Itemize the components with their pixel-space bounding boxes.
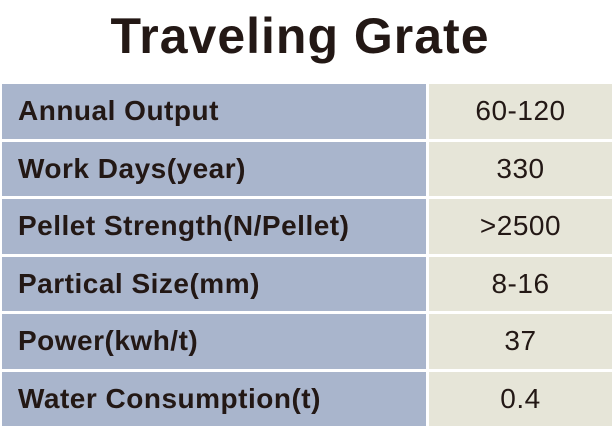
row-label-annual-output: Annual Output <box>2 84 426 139</box>
row-value-water-consumption: 0.4 <box>429 371 612 426</box>
row-value-annual-output: 60-120 <box>429 84 612 139</box>
page-title: Traveling Grate <box>110 8 490 64</box>
spec-table: Annual Output 60-120 Work Days(year) 330… <box>2 84 612 426</box>
row-label-work-days: Work Days(year) <box>2 141 426 196</box>
row-label-particle-size: Partical Size(mm) <box>2 256 426 311</box>
row-value-power: 37 <box>429 314 612 369</box>
row-label-water-consumption: Water Consumption(t) <box>2 371 426 426</box>
row-label-pellet-strength: Pellet Strength(N/Pellet) <box>2 199 426 254</box>
row-value-particle-size: 8-16 <box>429 256 612 311</box>
row-value-work-days: 330 <box>429 141 612 196</box>
row-label-power: Power(kwh/t) <box>2 314 426 369</box>
row-value-pellet-strength: >2500 <box>429 199 612 254</box>
